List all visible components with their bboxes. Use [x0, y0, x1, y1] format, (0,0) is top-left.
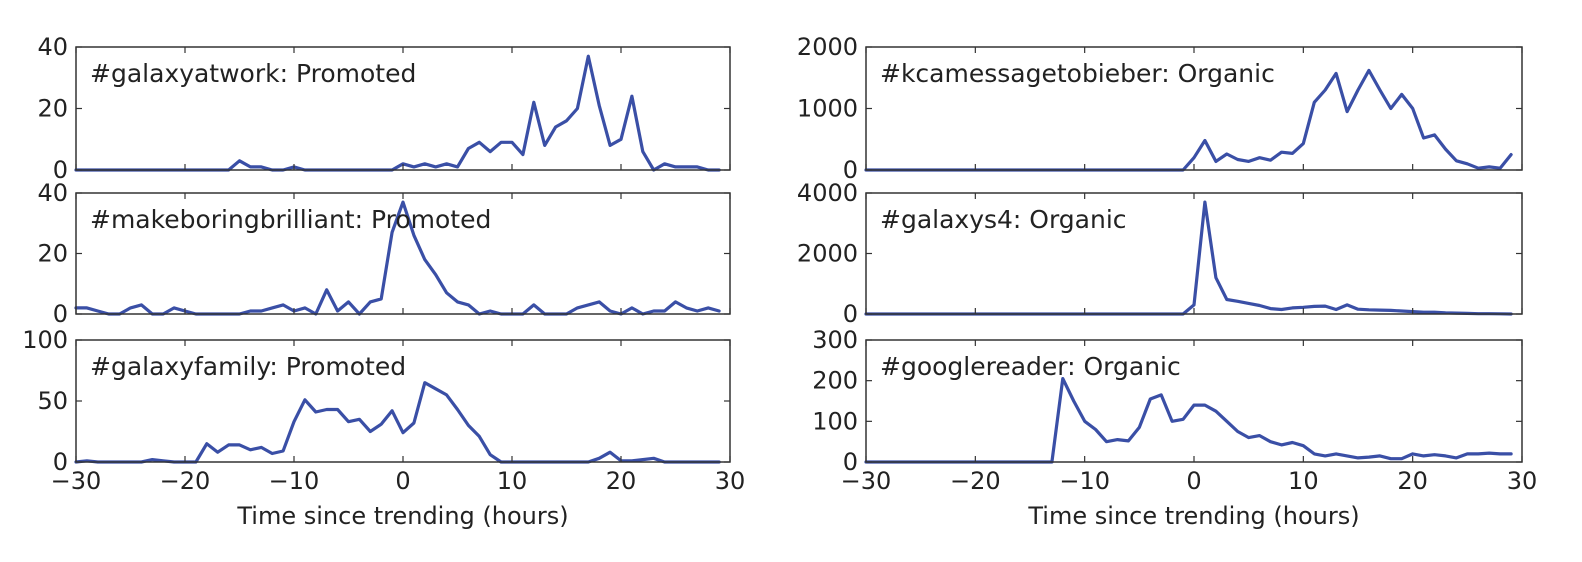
x-tick-label: 10	[497, 467, 528, 495]
y-tick-label: 20	[37, 95, 68, 123]
y-tick-label: 0	[843, 448, 858, 476]
y-tick-label: 0	[53, 156, 68, 184]
chart-panel-0: 0 20 40 #galaxyatwork: Promoted	[37, 33, 731, 184]
x-tick-label: 30	[715, 467, 746, 495]
y-tick-label: 2000	[797, 33, 858, 61]
y-tick-label: 0	[843, 300, 858, 328]
y-tick-label: 0	[53, 448, 68, 476]
x-tick-label: −20	[160, 467, 211, 495]
chart-panel-2: 0 50 100 −30 −20 −10 0 10 20 30 #galaxyfamily: Pro…	[22, 326, 745, 530]
y-tick-label: 200	[812, 367, 858, 395]
x-tick-label: −10	[269, 467, 320, 495]
x-tick-label: 20	[1397, 467, 1428, 495]
panel-title: #galaxys4: Organic	[880, 205, 1127, 234]
y-tick-label: 100	[812, 407, 858, 435]
y-tick-label: 40	[37, 179, 68, 207]
y-tick-label: 1000	[797, 95, 858, 123]
y-tick-label: 100	[22, 326, 68, 354]
y-tick-label: 300	[812, 326, 858, 354]
x-tick-label: 30	[1507, 467, 1538, 495]
x-tick-label: 0	[1186, 467, 1201, 495]
x-axis-title: Time since trending (hours)	[1027, 502, 1359, 530]
y-tick-label: 2000	[797, 240, 858, 268]
panel-title: #googlereader: Organic	[880, 352, 1181, 381]
panel-title: #kcamessagetobieber: Organic	[880, 59, 1275, 88]
y-tick-label: 4000	[797, 179, 858, 207]
series-line-0	[74, 381, 721, 464]
x-tick-label: −30	[841, 467, 892, 495]
x-axis-title: Time since trending (hours)	[236, 502, 568, 530]
chart-panel-4: 0 2000 4000 #galaxys4: Organic	[797, 179, 1523, 328]
x-tick-label: 10	[1288, 467, 1319, 495]
chart-panel-3: 0 1000 2000 #kcamessagetobieber: Organic	[797, 33, 1523, 184]
panel-title: #makeboringbrilliant: Promoted	[90, 205, 491, 234]
y-tick-label: 0	[53, 300, 68, 328]
chart-panel-1: 0 20 40 #makeboringbrilliant: Promoted	[37, 179, 731, 328]
x-tick-label: −30	[51, 467, 102, 495]
series-line-0	[864, 377, 1513, 464]
panel-title: #galaxyatwork: Promoted	[90, 59, 416, 88]
y-tick-label: 20	[37, 240, 68, 268]
y-tick-label: 50	[37, 387, 68, 415]
y-tick-label: 0	[843, 156, 858, 184]
chart-panel-5: 0 100 200 300 −30 −20 −10 0 10 20 30 #googlereader:…	[812, 326, 1537, 530]
x-tick-label: 0	[395, 467, 410, 495]
y-tick-label: 40	[37, 33, 68, 61]
panel-title: #galaxyfamily: Promoted	[90, 352, 406, 381]
x-tick-label: −10	[1059, 467, 1110, 495]
x-tick-label: −20	[950, 467, 1001, 495]
series-line-0	[74, 200, 721, 316]
x-tick-label: 20	[606, 467, 637, 495]
